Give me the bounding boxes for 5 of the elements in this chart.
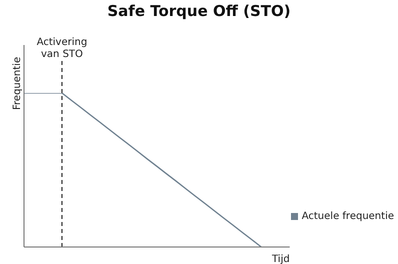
chart-title: Safe Torque Off (STO)	[106, 2, 292, 20]
legend-label: Actuele frequentie	[302, 211, 394, 222]
text: Activering van STO	[36, 37, 88, 60]
y-axis-title: Frequentie	[12, 56, 24, 110]
x-axis-title: Tijd	[271, 254, 290, 264]
